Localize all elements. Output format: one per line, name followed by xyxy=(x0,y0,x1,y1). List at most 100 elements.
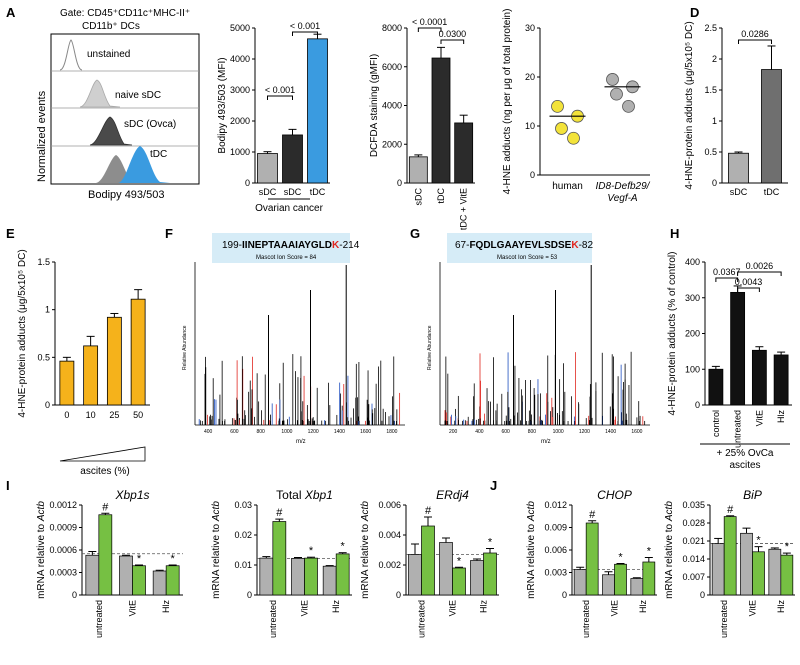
bar-green xyxy=(98,514,113,596)
y-tick-label: 5000 xyxy=(230,23,250,33)
x-tick-label: untreated xyxy=(268,600,278,638)
chart-title-part: Xbp1s xyxy=(114,488,149,502)
chart-j1: 0 0.003 0.006 0.009 0.012 mRNA relative to Ac… xyxy=(526,488,657,638)
spectrum-g-ylabel: Relative Abundance xyxy=(427,325,433,370)
y-tick-label: 0.006 xyxy=(378,500,401,510)
y-tick-label: 0.0012 xyxy=(49,500,77,510)
y-axis-label: mRNA relative to Actb xyxy=(526,501,537,599)
y-tick-label: 0.035 xyxy=(682,500,705,510)
bar-gray xyxy=(740,532,753,596)
y-axis-label-part: Actb xyxy=(360,501,371,522)
x-tick-label: untreated xyxy=(581,600,591,638)
y-tick-label: 100 xyxy=(685,364,700,374)
bar-gray xyxy=(630,578,644,596)
y-axis-label-part: mRNA relative to xyxy=(664,521,675,599)
significance-mark: * xyxy=(341,541,346,553)
group-label-ascites-2: ascites xyxy=(729,460,760,471)
y-tick-label: 0 xyxy=(562,590,567,600)
chart-title: BiP xyxy=(743,488,762,502)
data-point xyxy=(610,87,623,101)
bar xyxy=(454,122,474,184)
x-tick-label: Hlz xyxy=(776,410,786,423)
x-tick-label: Hlz xyxy=(479,600,489,613)
bar-green xyxy=(421,525,435,596)
significance-mark: * xyxy=(171,553,176,565)
panel-e-ascites-wedge: ascites (%) xyxy=(59,446,146,477)
significance-bracket xyxy=(737,287,760,292)
y-tick-label: 0.5 xyxy=(37,352,50,362)
bar-green xyxy=(132,565,146,596)
gate-label-line2: CD11b⁺ DCs xyxy=(82,21,140,32)
x-tick-label: Hlz xyxy=(161,600,171,613)
panel-letter-j: J xyxy=(490,478,497,493)
bar xyxy=(130,298,146,406)
significance-mark: # xyxy=(727,504,734,516)
bar-gray xyxy=(470,560,484,596)
bar xyxy=(761,69,782,184)
spectrum-xtick-label: 400 xyxy=(204,429,213,435)
y-tick-label: 0 xyxy=(396,590,401,600)
significance-mark: * xyxy=(756,535,761,547)
y-tick-label: 0 xyxy=(397,178,402,188)
panel-g-spectrum: 67-FQDLGAAYEVLSDSEK-82 Mascot Ion Score … xyxy=(427,233,650,445)
spectrum-xtick-label: 400 xyxy=(475,429,484,435)
y-tick-label: 30 xyxy=(525,23,535,33)
spectrum-f-ylabel: Relative Abundance xyxy=(182,325,188,370)
y-tick-label: 0 xyxy=(695,400,700,410)
x-tick-label: Hlz xyxy=(331,600,341,613)
y-axis-label: 4-HNE-protein adducts (% of control) xyxy=(667,252,678,416)
bar-green xyxy=(614,563,627,596)
p-value-label: < 0.001 xyxy=(265,85,295,95)
chart-j2: 0 0.007 0.014 0.021 0.028 0.035 mRNA relative … xyxy=(664,488,795,638)
histogram-naive-sdc xyxy=(79,79,121,108)
significance-mark: * xyxy=(647,546,652,558)
panel-a-histogram: Gate: CD45⁺CD11c⁺MHC-II⁺ CD11b⁺ DCs unst… xyxy=(36,8,200,201)
spectrum-g-xticks: 200 400 600 800 1000 1200 1400 1600 xyxy=(449,429,643,435)
bar xyxy=(257,153,278,184)
bar-gray xyxy=(152,570,167,596)
y-tick-label: 0 xyxy=(712,178,717,188)
histogram-ylabel: Normalized events xyxy=(36,90,48,182)
y-tick-label: 0.014 xyxy=(682,554,705,564)
significance-mark: # xyxy=(425,505,432,517)
significance-mark: # xyxy=(102,501,109,513)
y-axis-label-part: Actb xyxy=(664,501,675,522)
y-tick-label: 0.0006 xyxy=(49,545,77,555)
y-tick-label: 0.02 xyxy=(234,530,252,540)
y-tick-label: 0.0009 xyxy=(49,523,77,533)
y-tick-label: 0.0003 xyxy=(49,568,77,578)
bar-green xyxy=(304,557,318,596)
y-axis-label-part: Actb xyxy=(211,501,222,522)
significance-mark: * xyxy=(618,552,623,564)
y-axis-label-part: Actb xyxy=(36,501,47,522)
p-value-label: 0.0367 xyxy=(713,267,741,277)
x-tick-label: tDC xyxy=(436,188,446,204)
x-tick-label: VitE xyxy=(300,600,310,616)
y-tick-label: 1.5 xyxy=(37,257,50,267)
bar-green xyxy=(723,516,737,596)
bar xyxy=(408,156,428,184)
y-tick-label: 0.03 xyxy=(234,500,252,510)
spectrum-xtick-label: 800 xyxy=(528,429,537,435)
significance-mark: * xyxy=(488,537,493,549)
spectrum-xtick-label: 1400 xyxy=(334,429,345,435)
spectrum-xtick-label: 1600 xyxy=(631,429,642,435)
spectrum-xtick-label: 200 xyxy=(449,429,458,435)
y-tick-label: 4000 xyxy=(382,101,402,111)
x-tick-label: VitE xyxy=(754,410,764,426)
y-tick-label: 0.01 xyxy=(234,560,252,570)
x-tick-label: 25 xyxy=(109,410,119,420)
chart-c: 0 10 20 30 4-HNE adducts (ng per μg of total… xyxy=(502,9,651,204)
bar-gray xyxy=(259,557,274,596)
x-tick-label: untreated xyxy=(733,410,743,448)
y-tick-label: 200 xyxy=(685,329,700,339)
y-tick-label: 400 xyxy=(685,257,700,267)
panel-letter-f: F xyxy=(165,226,173,241)
bar-green xyxy=(272,521,287,596)
panel-letter-e: E xyxy=(6,226,15,241)
significance-bracket xyxy=(737,271,782,276)
x-tick-label-line: ID8-Defb29/ xyxy=(596,181,651,192)
y-tick-label: 1.5 xyxy=(704,85,717,95)
y-tick-label: 0 xyxy=(45,400,50,410)
chart-title-part: Xbp1 xyxy=(304,488,333,502)
